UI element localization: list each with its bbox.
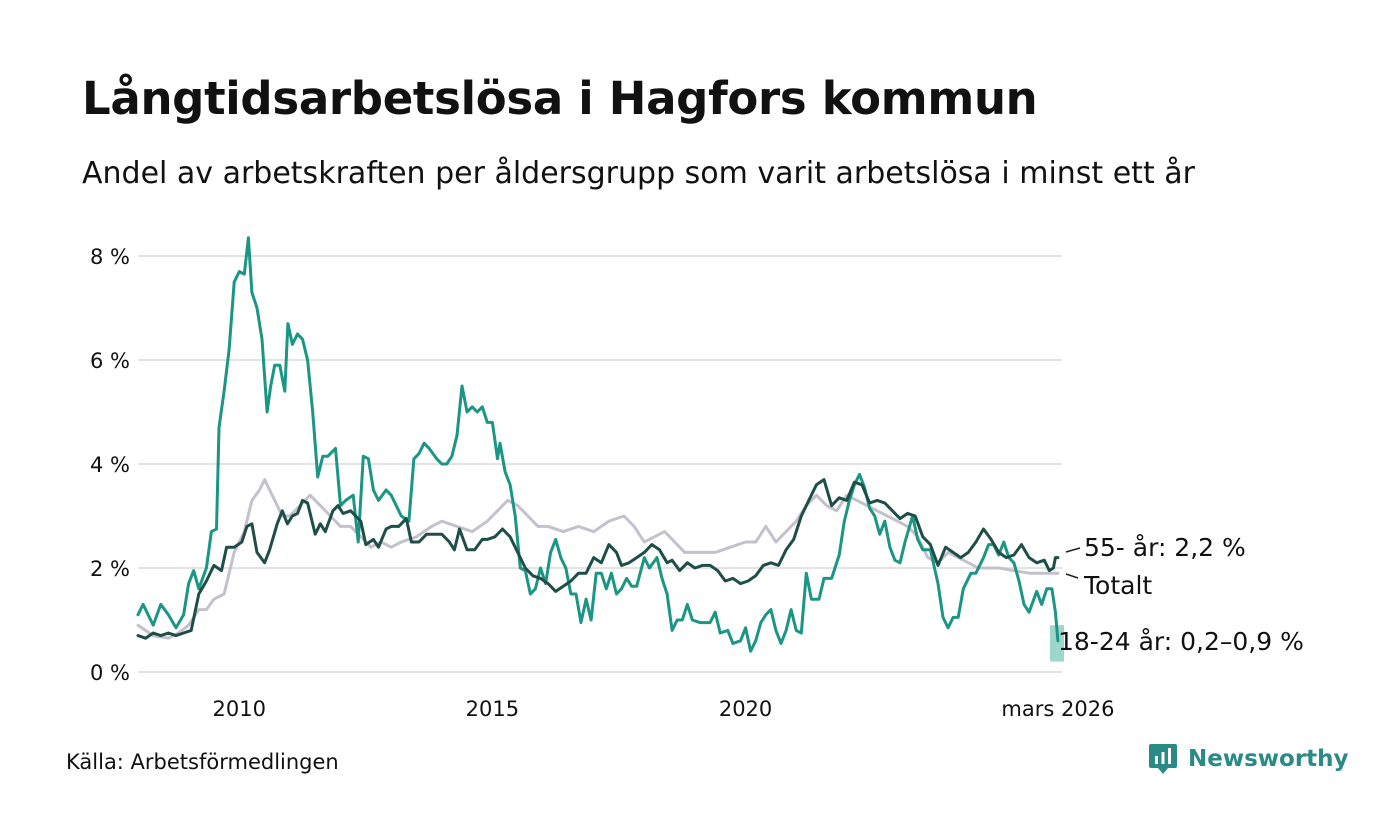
series-line-2: [136, 478, 1060, 640]
x-tick-label: mars 2026: [1001, 697, 1114, 721]
y-tick-label: 6 %: [90, 349, 130, 373]
x-tick-label: 2020: [719, 697, 772, 721]
source-note: Källa: Arbetsförmedlingen: [66, 750, 339, 774]
gridlines: [138, 255, 1062, 673]
series-labels: Totalt 18-24 år: 0,2–0,9 % 55- år: 2,2 %: [1058, 533, 1304, 656]
series-end-label: Totalt: [1083, 571, 1152, 600]
y-tick-label: 4 %: [90, 453, 130, 477]
brand-name: Newsworthy: [1188, 746, 1349, 772]
uncertainty-band: [1050, 625, 1064, 662]
series-line-0: [136, 478, 1060, 640]
brand: Newsworthy: [1148, 742, 1349, 776]
x-tick-label: 2015: [466, 697, 519, 721]
y-tick-label: 2 %: [90, 557, 130, 581]
series-end-label: 55- år: 2,2 %: [1084, 533, 1246, 562]
label-leader: [1065, 547, 1081, 553]
newsworthy-logo-icon: [1149, 744, 1177, 774]
series-line-1: [136, 236, 1060, 653]
chart-title: Långtidsarbetslösa i Hagfors kommun: [82, 72, 1038, 125]
x-tick-label: 2010: [213, 697, 266, 721]
axis-labels: 0 % 2 % 4 % 6 % 8 % 2010 2015 2020 mars 2026: [90, 245, 1114, 721]
chart-subtitle: Andel av arbetskraften per åldersgrupp s…: [82, 156, 1195, 191]
series-lines: [136, 236, 1060, 653]
band-rect: [1050, 625, 1064, 662]
series-end-label: 18-24 år: 0,2–0,9 %: [1058, 627, 1304, 656]
y-tick-label: 0 %: [90, 661, 130, 685]
label-leader: [1065, 573, 1079, 579]
y-tick-label: 8 %: [90, 245, 130, 269]
